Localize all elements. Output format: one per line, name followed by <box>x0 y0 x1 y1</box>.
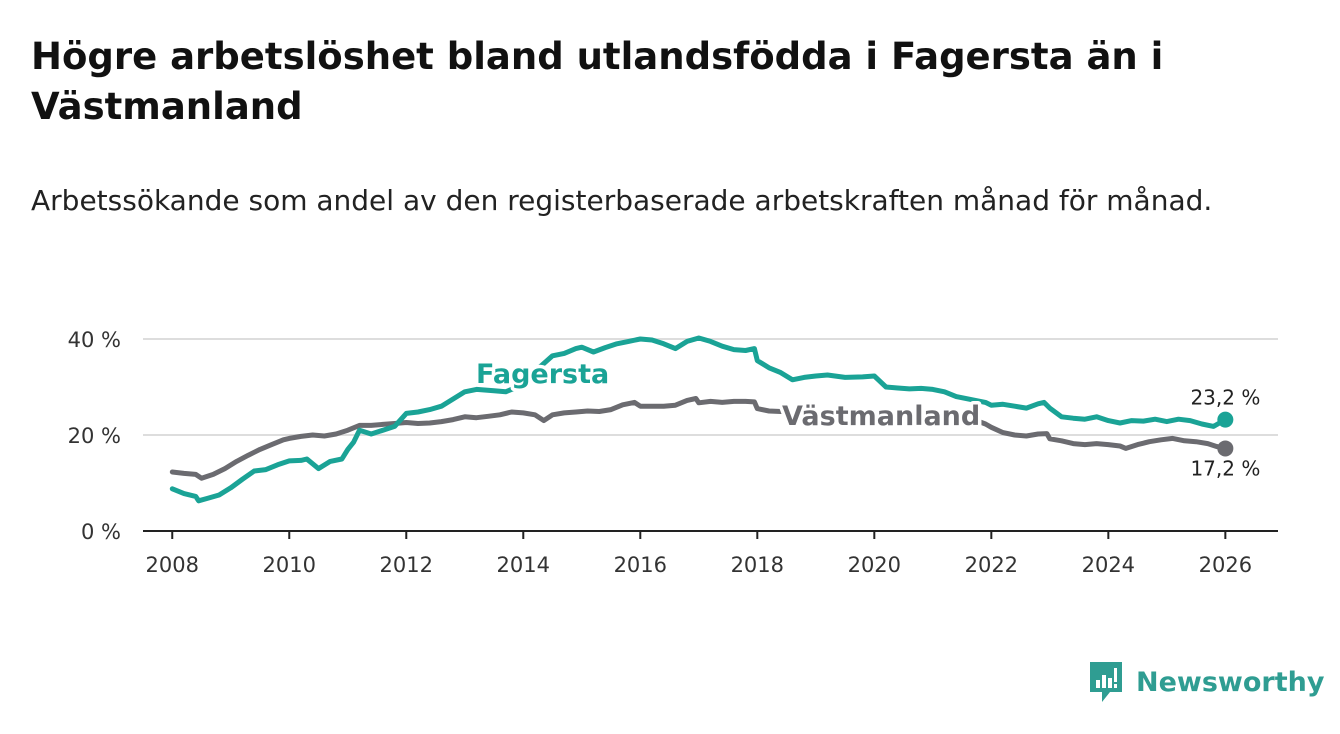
series-label-fagersta: Fagersta <box>476 359 609 390</box>
series-line-fagersta <box>169 335 1228 504</box>
brand-name: Newsworthy <box>1136 666 1325 698</box>
x-tick-label: 2022 <box>965 553 1018 577</box>
x-tick-label: 2012 <box>380 553 433 577</box>
series-label-vastmanland: Västmanland <box>782 401 980 432</box>
y-tick-label: 0 % <box>81 520 121 544</box>
x-tick-label: 2016 <box>614 553 667 577</box>
x-tick-label: 2010 <box>263 553 316 577</box>
x-tick-label: 2020 <box>848 553 901 577</box>
y-tick-label: 20 % <box>68 424 121 448</box>
chart-title: Högre arbetslöshet bland utlandsfödda i … <box>31 35 1164 128</box>
end-value-label-vastmanland: 17,2 % <box>1190 456 1260 480</box>
newsworthy-logo-icon <box>1090 662 1122 702</box>
series-line-vastmanland <box>169 396 1228 481</box>
series-end-marker-fagersta <box>1217 411 1234 428</box>
newsworthy-logo: Newsworthy <box>1088 660 1324 704</box>
x-tick-label: 2018 <box>731 553 784 577</box>
y-tick-label: 40 % <box>68 328 121 352</box>
x-tick-label: 2026 <box>1199 553 1252 577</box>
x-tick-label: 2014 <box>497 553 550 577</box>
end-value-label-fagersta: 23,2 % <box>1190 386 1260 410</box>
series-end-marker-vastmanland <box>1217 440 1234 457</box>
x-tick-label: 2008 <box>146 553 199 577</box>
chart-subtitle: Arbetssökande som andel av den registerb… <box>31 184 1213 217</box>
x-tick-label: 2024 <box>1082 553 1135 577</box>
